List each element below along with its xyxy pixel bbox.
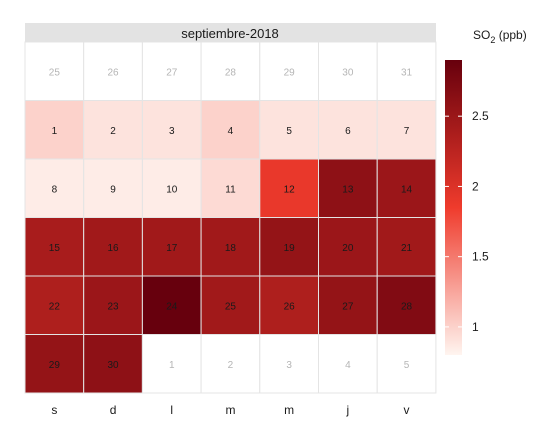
day-number-label: 18 [225, 243, 237, 254]
day-cell [83, 334, 143, 394]
day-number-label: 4 [345, 360, 351, 371]
day-number-label: 28 [401, 301, 413, 312]
day-cell [318, 100, 378, 160]
day-cell [83, 158, 143, 218]
weekday-label: l [170, 403, 173, 417]
legend-title-subscript: 2 [490, 35, 495, 45]
legend-tick-label: 2 [472, 179, 479, 193]
legend-title: SO2 (ppb) [473, 28, 527, 45]
day-cell [141, 275, 202, 335]
day-number-label: 3 [286, 360, 292, 371]
day-number-label: 1 [169, 360, 175, 371]
day-cell [83, 100, 143, 160]
day-cell [376, 217, 437, 277]
day-number-label: 29 [284, 67, 296, 78]
day-number-label: 5 [286, 126, 292, 137]
legend-tick-label: 1.5 [472, 250, 489, 264]
day-number-label: 2 [110, 126, 116, 137]
day-number-label: 27 [342, 301, 354, 312]
day-cell [141, 41, 202, 101]
chart-title: septiembre-2018 [181, 26, 279, 41]
day-cell [318, 158, 378, 218]
day-cell [141, 158, 202, 218]
title-strip [25, 23, 436, 42]
legend-title-base: SO [473, 28, 490, 42]
day-cell [24, 41, 85, 101]
day-number-label: 8 [52, 184, 58, 195]
color-legend: SO2 (ppb) 11.522.5 [445, 28, 527, 355]
day-cell [259, 158, 319, 218]
day-number-label: 28 [225, 67, 237, 78]
day-cell [141, 217, 202, 277]
day-cell [376, 334, 437, 394]
day-number-label: 6 [345, 126, 351, 137]
day-cell [141, 100, 202, 160]
weekday-label: m [225, 403, 235, 417]
day-number-label: 3 [169, 126, 175, 137]
day-cell [24, 100, 85, 160]
day-number-label: 17 [166, 243, 178, 254]
day-cell [376, 158, 437, 218]
day-cell [200, 217, 261, 277]
day-cell [141, 334, 202, 394]
day-number-label: 31 [401, 67, 413, 78]
weekday-label: j [346, 403, 350, 417]
day-number-label: 19 [284, 243, 296, 254]
day-number-label: 1 [52, 126, 58, 137]
day-number-label: 10 [166, 184, 178, 195]
day-cell [259, 217, 319, 277]
legend-title-unit: (ppb) [495, 28, 526, 42]
day-number-label: 15 [49, 243, 61, 254]
day-number-label: 16 [107, 243, 119, 254]
weekday-label: d [110, 403, 117, 417]
weekday-label: s [51, 403, 57, 417]
day-number-label: 9 [110, 184, 116, 195]
day-cell [376, 100, 437, 160]
day-number-label: 20 [342, 243, 354, 254]
day-number-label: 25 [225, 301, 237, 312]
day-cell [376, 41, 437, 101]
day-number-label: 12 [284, 184, 296, 195]
day-number-label: 5 [404, 360, 410, 371]
day-number-label: 14 [401, 184, 413, 195]
day-cell [24, 158, 85, 218]
day-number-label: 26 [107, 67, 119, 78]
day-number-label: 30 [342, 67, 354, 78]
day-cell [259, 100, 319, 160]
day-number-label: 27 [166, 67, 178, 78]
day-number-label: 11 [225, 184, 236, 195]
day-number-label: 26 [284, 301, 296, 312]
day-number-label: 24 [166, 301, 178, 312]
day-number-label: 25 [49, 67, 61, 78]
day-cell [83, 275, 143, 335]
day-number-label: 23 [107, 301, 119, 312]
day-cell [24, 217, 85, 277]
day-cell [200, 158, 261, 218]
day-number-label: 29 [49, 360, 61, 371]
day-number-label: 13 [342, 184, 354, 195]
day-cell [376, 275, 437, 335]
legend-colorbar [445, 60, 462, 355]
day-cell [83, 217, 143, 277]
day-number-label: 30 [107, 360, 119, 371]
day-number-label: 21 [401, 243, 413, 254]
legend-tick-label: 2.5 [472, 109, 489, 123]
day-cell [318, 334, 378, 394]
day-cell [24, 275, 85, 335]
weekday-label: v [404, 403, 410, 417]
day-number-label: 22 [49, 301, 61, 312]
day-number-label: 2 [228, 360, 234, 371]
day-number-label: 7 [404, 126, 410, 137]
legend-tick-label: 1 [472, 320, 479, 334]
day-number-label: 4 [228, 126, 234, 137]
weekday-label: m [284, 403, 294, 417]
day-cell [200, 334, 261, 394]
